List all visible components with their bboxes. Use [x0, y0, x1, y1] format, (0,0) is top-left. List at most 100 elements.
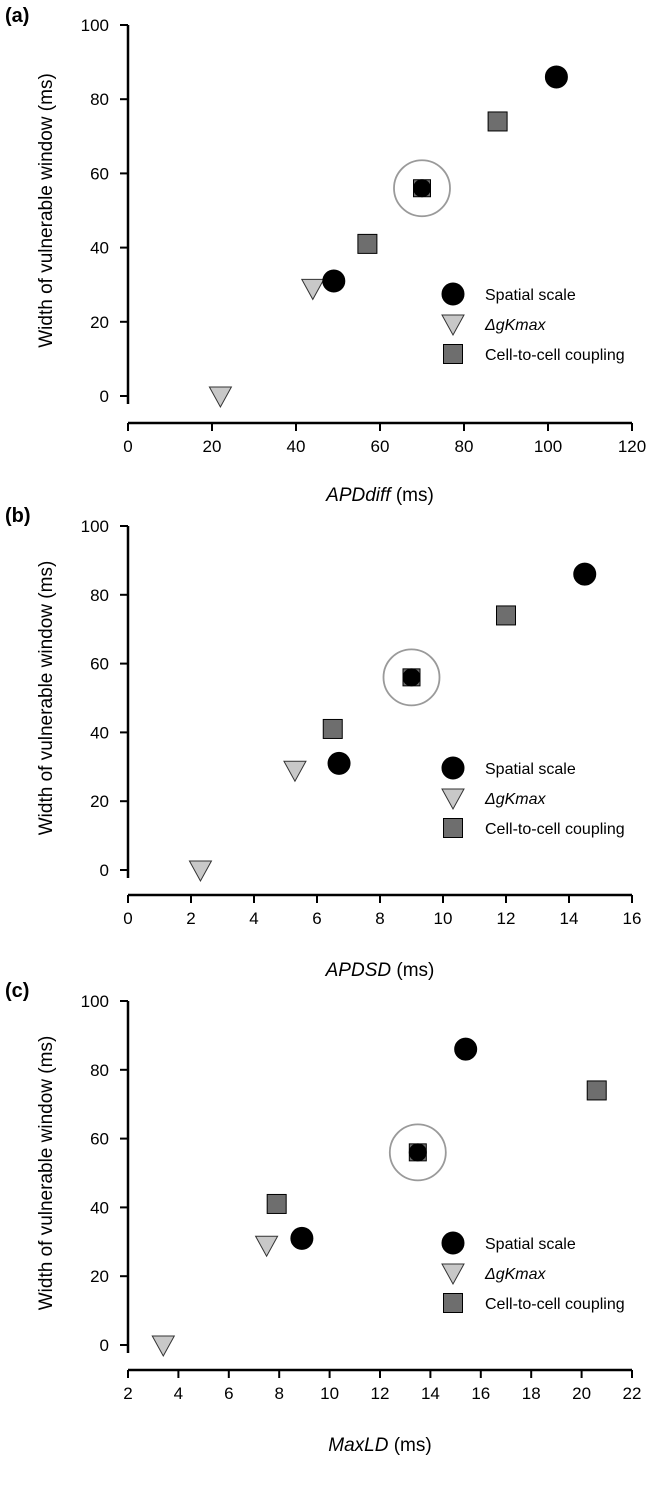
y-tick-label: 0: [100, 387, 109, 406]
x-tick-label: 80: [455, 437, 474, 456]
y-tick-label: 0: [100, 861, 109, 880]
x-axis-title-unit: (ms): [391, 960, 434, 981]
y-axis-title: Width of vulnerable window (ms): [36, 561, 57, 836]
x-axis-title: MaxLD (ms): [328, 1435, 431, 1456]
y-tick-label: 80: [90, 90, 109, 109]
data-point-square: [357, 233, 378, 254]
data-point-circle: [544, 65, 568, 89]
panel-tag: (a): [5, 5, 29, 27]
legend-marker: [441, 788, 465, 811]
legend-label: ΔgKmax: [484, 791, 547, 808]
x-tick-label: 2: [186, 909, 195, 928]
panel-b: (b) 0 20 40 60 80 100 0 2 4 6 8 10 12 14 16 Width of vul…: [5, 505, 641, 981]
x-tick-label: 6: [312, 909, 321, 928]
x-tick-label: 10: [434, 909, 453, 928]
legend-label: Cell-to-cell coupling: [485, 347, 625, 364]
data-point-triangle: [254, 1235, 279, 1258]
x-tick-label: 120: [618, 437, 646, 456]
x-tick-label: 6: [224, 1384, 233, 1403]
x-axis-title-unit: (ms): [391, 485, 434, 506]
x-tick-label: 0: [123, 909, 132, 928]
legend-marker: [443, 818, 463, 838]
panel-tag: (b): [5, 505, 31, 527]
panel-tag: (c): [5, 980, 29, 1002]
data-point-circle: [573, 562, 597, 586]
x-tick-label: 20: [572, 1384, 591, 1403]
legend-marker: [441, 1263, 465, 1286]
x-tick-label: 8: [375, 909, 384, 928]
data-point-square: [586, 1080, 607, 1101]
y-tick-label: 60: [90, 655, 109, 674]
y-tick-label: 100: [81, 992, 109, 1011]
data-point-triangle: [208, 386, 233, 409]
legend-label: ΔgKmax: [484, 1266, 547, 1283]
y-tick-label: 60: [90, 1130, 109, 1149]
panel-a: (a) 0 20 40 60 80 100 0 20 40 60 80 100 120 Width of v…: [5, 5, 646, 506]
y-tick-label: 20: [90, 792, 109, 811]
x-tick-label: 20: [203, 437, 222, 456]
legend-marker: [443, 344, 463, 364]
legend-label: Spatial scale: [485, 1236, 576, 1253]
x-tick-label: 16: [623, 909, 642, 928]
x-axis-title: APDdiff (ms): [325, 485, 434, 506]
x-tick-label: 16: [471, 1384, 490, 1403]
y-tick-label: 60: [90, 164, 109, 183]
y-axis-title: Width of vulnerable window (ms): [36, 1036, 57, 1311]
y-axis-title: Width of vulnerable window (ms): [36, 73, 57, 348]
panel-c: (c) 0 20 40 60 80 100 2 4 6 8 10 12 14 16 18 20 22 Width o…: [5, 980, 641, 1456]
y-tick-label: 40: [90, 723, 109, 742]
x-axis-title-unit: (ms): [388, 1435, 431, 1456]
y-tick-label: 20: [90, 313, 109, 332]
y-tick-label: 0: [100, 1336, 109, 1355]
data-point-square: [322, 718, 343, 739]
legend-marker: [443, 1293, 463, 1313]
x-axis-title: APDSD (ms): [325, 960, 435, 981]
legend-marker: [441, 1231, 465, 1255]
data-point-circle: [322, 269, 346, 293]
legend-marker: [441, 282, 465, 306]
y-tick-label: 20: [90, 1267, 109, 1286]
data-point-triangle: [283, 760, 307, 783]
x-tick-label: 40: [287, 437, 306, 456]
legend-label: Cell-to-cell coupling: [485, 821, 625, 838]
y-tick-label: 40: [90, 239, 109, 258]
data-point-circle: [290, 1226, 314, 1250]
legend-label: ΔgKmax: [484, 317, 547, 334]
y-tick-label: 80: [90, 586, 109, 605]
y-tick-label: 80: [90, 1061, 109, 1080]
data-point-circle: [454, 1037, 478, 1061]
y-tick-label: 100: [81, 517, 109, 536]
legend-label: Spatial scale: [485, 287, 576, 304]
legend-label: Cell-to-cell coupling: [485, 1296, 625, 1313]
data-point-square: [496, 605, 516, 626]
x-tick-label: 8: [274, 1384, 283, 1403]
data-point-circle: [327, 751, 351, 775]
x-tick-label: 4: [174, 1384, 183, 1403]
x-tick-label: 18: [522, 1384, 541, 1403]
x-tick-label: 14: [560, 909, 579, 928]
data-point-circle: [408, 1143, 427, 1162]
data-point-square: [487, 111, 508, 132]
legend-label: Spatial scale: [485, 761, 576, 778]
x-tick-label: 14: [421, 1384, 440, 1403]
data-point-circle: [402, 668, 421, 687]
data-point-triangle: [300, 278, 325, 301]
x-tick-label: 22: [623, 1384, 642, 1403]
y-tick-label: 40: [90, 1198, 109, 1217]
y-tick-label: 100: [81, 16, 109, 35]
highlight-ring: [388, 1123, 447, 1182]
x-tick-label: 0: [123, 437, 132, 456]
x-tick-label: 4: [249, 909, 258, 928]
x-axis-title-variable: APDSD: [325, 960, 392, 981]
data-point-circle: [413, 179, 431, 198]
data-point-triangle: [188, 860, 213, 883]
x-tick-label: 12: [497, 909, 516, 928]
x-tick-label: 2: [123, 1384, 132, 1403]
x-axis-title-variable: MaxLD: [328, 1435, 388, 1456]
data-point-triangle: [151, 1335, 176, 1358]
legend-marker: [441, 756, 465, 780]
x-tick-label: 12: [371, 1384, 390, 1403]
x-tick-label: 10: [320, 1384, 339, 1403]
highlight-ring: [382, 648, 441, 707]
